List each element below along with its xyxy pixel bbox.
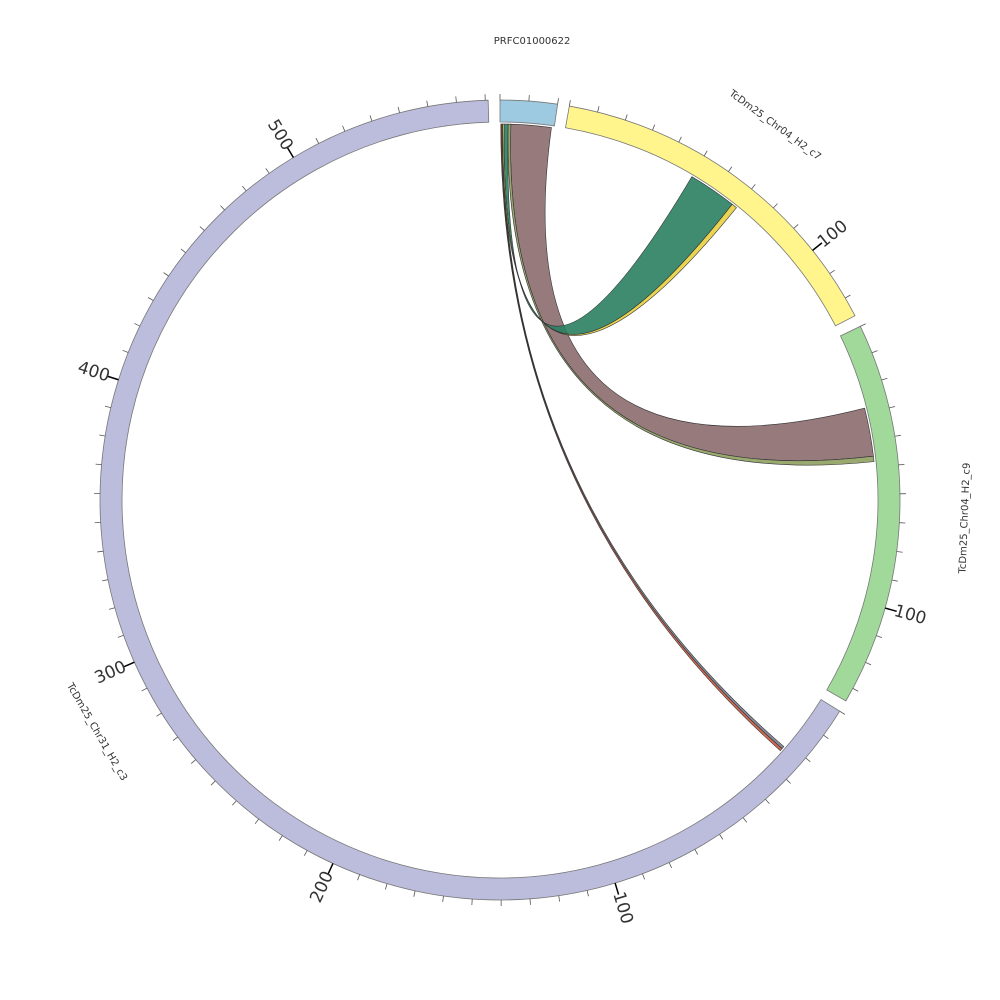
segment-label: TcDm25_Chr04_H2_c7	[726, 88, 823, 163]
minor-tick	[172, 736, 179, 741]
minor-tick	[315, 137, 320, 144]
minor-tick	[442, 895, 444, 902]
segment-label: PRFC01000622	[494, 36, 571, 47]
minor-tick	[839, 710, 846, 715]
minor-tick	[384, 883, 388, 890]
minor-tick	[190, 759, 196, 764]
minor-tick	[765, 798, 770, 805]
minor-tick	[786, 779, 791, 784]
minor-tick	[703, 150, 708, 157]
link-ribbon	[502, 123, 737, 336]
minor-tick	[108, 607, 115, 610]
minor-tick	[876, 635, 883, 639]
minor-tick	[369, 115, 373, 122]
minor-tick	[104, 405, 111, 409]
major-tick	[286, 146, 295, 158]
minor-tick	[303, 850, 308, 856]
minor-tick	[220, 205, 225, 211]
minor-tick	[805, 757, 811, 763]
minor-tick	[865, 662, 872, 666]
minor-tick	[719, 834, 724, 840]
major-tick	[614, 882, 620, 895]
major-tick	[327, 863, 334, 875]
minor-tick	[823, 734, 829, 740]
major-tick	[884, 607, 897, 613]
minor-tick	[426, 100, 429, 107]
tick-label: 300	[92, 657, 130, 688]
minor-tick	[342, 125, 346, 132]
minor-tick	[99, 434, 106, 437]
minor-tick	[678, 136, 682, 143]
minor-tick	[199, 226, 205, 231]
minor-tick	[891, 579, 898, 582]
minor-tick	[210, 780, 216, 786]
minor-tick	[242, 185, 247, 192]
minor-tick	[232, 800, 237, 806]
major-tick	[123, 661, 135, 668]
segment-label: TcDm25_Chr04_H2_c9	[958, 462, 973, 574]
minor-tick	[397, 106, 400, 113]
minor-tick	[568, 100, 571, 107]
tick-label: 500	[263, 116, 297, 154]
minor-tick	[102, 579, 109, 582]
major-tick	[812, 242, 823, 251]
major-tick	[106, 375, 119, 381]
minor-tick	[117, 634, 124, 638]
minor-tick	[95, 463, 102, 466]
minor-tick	[668, 862, 672, 869]
minor-tick	[793, 224, 799, 229]
minor-tick	[871, 350, 878, 354]
minor-tick	[147, 297, 154, 301]
link-ribbon	[507, 123, 875, 466]
minor-tick	[889, 406, 896, 409]
minor-tick	[163, 272, 169, 277]
minor-tick	[860, 323, 866, 327]
segment	[99, 99, 841, 901]
minor-tick	[728, 166, 733, 172]
segment	[826, 325, 901, 702]
minor-tick	[881, 377, 888, 381]
minor-tick	[742, 817, 748, 823]
minor-tick	[97, 550, 104, 553]
minor-tick	[652, 124, 656, 131]
segment	[565, 105, 856, 327]
minor-tick	[896, 551, 903, 553]
minor-tick	[455, 96, 457, 103]
minor-tick	[122, 349, 129, 353]
segment-label: TcDm25_Chr31_H2_c3	[64, 680, 129, 783]
minor-tick	[898, 464, 905, 466]
minor-tick	[254, 818, 260, 825]
minor-tick	[597, 106, 600, 113]
minor-tick	[894, 434, 901, 437]
minor-tick	[586, 890, 589, 897]
minor-tick	[751, 184, 756, 190]
tick-label: 100	[814, 216, 852, 252]
minor-tick	[829, 269, 835, 274]
minor-tick	[624, 114, 628, 121]
link-ribbon	[500, 123, 783, 752]
tick-label: 100	[892, 601, 929, 629]
minor-tick	[558, 895, 561, 902]
minor-tick	[357, 874, 361, 881]
minor-tick	[278, 835, 283, 841]
tick-label: 100	[608, 890, 636, 927]
minor-tick	[694, 849, 699, 855]
minor-tick	[141, 687, 148, 692]
minor-tick	[845, 294, 851, 299]
segment	[499, 99, 559, 127]
tick-label: 200	[306, 868, 338, 906]
minor-tick	[557, 98, 559, 105]
minor-tick	[773, 203, 778, 209]
minor-tick	[156, 712, 162, 717]
minor-tick	[642, 873, 645, 880]
minor-tick	[413, 890, 416, 897]
minor-tick	[180, 248, 186, 253]
minor-tick	[134, 323, 140, 327]
minor-tick	[852, 688, 859, 692]
minor-tick	[265, 168, 270, 174]
tick-label: 400	[75, 358, 112, 387]
